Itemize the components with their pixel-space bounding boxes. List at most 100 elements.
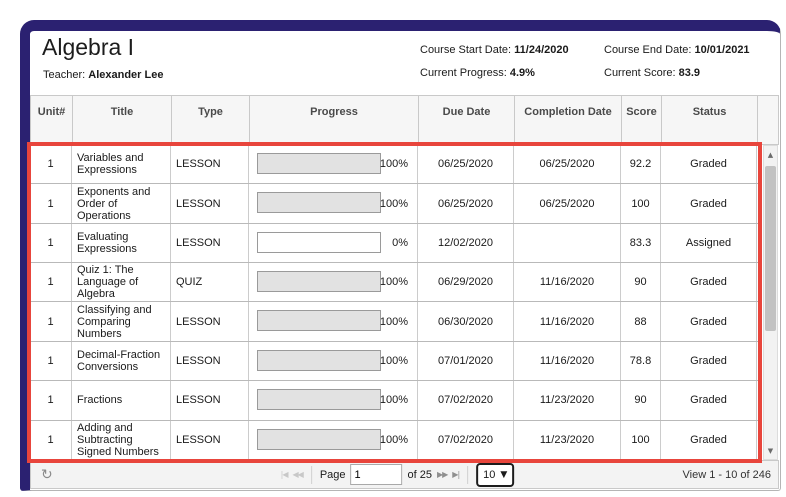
column-header-title[interactable]: Title [73,96,172,144]
cell-completion-date: 11/16/2020 [514,341,621,381]
progress-bar [257,428,381,450]
course-panel: Algebra I Teacher: Alexander Lee Course … [20,20,781,491]
progress-bar [257,231,381,253]
chevron-down-icon: ▼ [500,469,508,480]
cell-progress: 100% [249,263,418,302]
cell-completion-date: 11/23/2020 [514,381,621,420]
table-row[interactable]: 1 Variables and Expressions LESSON 100% … [30,145,758,185]
progress-percent: 100% [379,158,408,171]
cell-type: LESSON [171,341,249,381]
cell-status: Graded [661,381,757,420]
scroll-down-icon[interactable]: ▼ [767,446,774,455]
current-progress: Current Progress: 4.9% [420,67,535,79]
column-header-progress[interactable]: Progress [250,96,419,144]
page-size-select[interactable]: 10 ▼ [476,462,515,487]
cell-status: Graded [661,145,757,184]
column-header-completion-date[interactable]: Completion Date [515,96,622,144]
progress-bar [257,153,381,174]
grid-header: Unit# Title Type Progress Due Date Compl… [30,95,779,145]
cell-type: LESSON [171,302,249,341]
table-row[interactable]: 1 Quiz 1: The Language of Algebra QUIZ 1… [30,263,758,303]
cell-type: LESSON [171,420,249,459]
cell-score: 88 [621,302,661,341]
cell-type: LESSON [171,381,249,420]
cell-due-date: 07/01/2020 [418,341,514,381]
cell-title: Decimal-Fraction Conversions [72,341,171,381]
table-row[interactable]: 1 Fractions LESSON 100% 07/02/2020 11/23… [30,381,758,421]
table-row[interactable]: 1 Exponents and Order of Operations LESS… [30,184,758,224]
progress-percent: 100% [379,354,408,367]
grid-body: 1 Variables and Expressions LESSON 100% … [30,145,758,460]
cell-completion-date: 06/25/2020 [514,184,621,223]
cell-status: Graded [661,184,757,223]
progress-bar [257,271,381,293]
cell-type: LESSON [171,223,249,263]
cell-title: Quiz 1: The Language of Algebra [72,263,171,302]
progress-percent: 100% [379,197,408,210]
cell-title: Classifying and Comparing Numbers [72,302,171,341]
cell-due-date: 12/02/2020 [418,223,514,263]
table-row[interactable]: 1 Evaluating Expressions LESSON 0% 12/02… [30,223,758,264]
cell-completion-date: 11/16/2020 [514,263,621,302]
pager-separator [467,465,469,484]
cell-title: Variables and Expressions [72,145,171,184]
column-header-score[interactable]: Score [622,96,662,144]
cell-unit: 1 [30,263,72,302]
cell-completion-date: 11/16/2020 [514,302,621,341]
cell-progress: 100% [249,145,418,184]
cell-score: 78.8 [621,341,661,381]
column-header-type[interactable]: Type [172,96,250,144]
scrollbar-thumb[interactable] [765,166,776,331]
first-page-icon[interactable]: |◀ [280,470,289,479]
vertical-scrollbar[interactable]: ▲ ▼ [763,145,778,460]
prev-page-icon[interactable]: ◀◀ [292,470,304,479]
cell-title: Fractions [72,381,171,420]
cell-progress: 100% [249,381,418,420]
cell-unit: 1 [30,341,72,381]
view-summary: View 1 - 10 of 246 [682,468,771,481]
cell-due-date: 06/25/2020 [418,145,514,184]
cell-progress: 100% [249,420,418,459]
course-info-left: Course Start Date: 11/24/2020 Current Pr… [420,44,569,90]
next-page-icon[interactable]: ▶▶ [436,470,448,479]
page-count-label: of 25 [407,468,432,481]
cell-score: 90 [621,263,661,302]
teacher-label: Teacher: [43,69,89,81]
cell-type: QUIZ [171,263,249,302]
column-header-status[interactable]: Status [662,96,758,144]
cell-score: 100 [621,420,661,459]
cell-unit: 1 [30,302,72,341]
cell-unit: 1 [30,381,72,420]
last-page-icon[interactable]: ▶| [452,470,460,479]
table-row[interactable]: 1 Classifying and Comparing Numbers LESS… [30,302,758,342]
cell-due-date: 07/02/2020 [418,381,514,420]
cell-progress: 100% [249,341,418,381]
progress-bar [257,192,381,214]
table-row[interactable]: 1 Decimal-Fraction Conversions LESSON 10… [30,341,758,382]
progress-percent: 100% [379,276,408,289]
teacher-line: Teacher: Alexander Lee [43,69,163,81]
course-start-date: Course Start Date: 11/24/2020 [420,44,569,56]
cell-due-date: 06/29/2020 [418,263,514,302]
progress-percent: 100% [379,394,408,407]
cell-due-date: 06/30/2020 [418,302,514,341]
table-row[interactable]: 1 Adding and Subtracting Signed Numbers … [30,420,758,460]
progress-percent: 0% [392,236,408,249]
refresh-icon[interactable]: ↻ [41,466,53,483]
scroll-up-icon[interactable]: ▲ [767,150,774,159]
column-header-unit[interactable]: Unit# [31,96,73,144]
column-header-due-date[interactable]: Due Date [419,96,515,144]
progress-bar [257,349,381,371]
cell-title: Exponents and Order of Operations [72,184,171,223]
current-score: Current Score: 83.9 [604,67,701,79]
progress-bar [257,310,381,332]
cell-progress: 100% [249,302,418,341]
page-number-input[interactable] [350,464,403,485]
pager-controls: |◀ ◀◀ Page of 25 ▶▶ ▶| 10 ▼ [281,461,515,488]
cell-score: 92.2 [621,145,661,184]
cell-completion-date: 06/25/2020 [514,145,621,184]
page-label: Page [319,468,346,481]
cell-title: Evaluating Expressions [72,223,171,263]
progress-bar [257,389,381,411]
